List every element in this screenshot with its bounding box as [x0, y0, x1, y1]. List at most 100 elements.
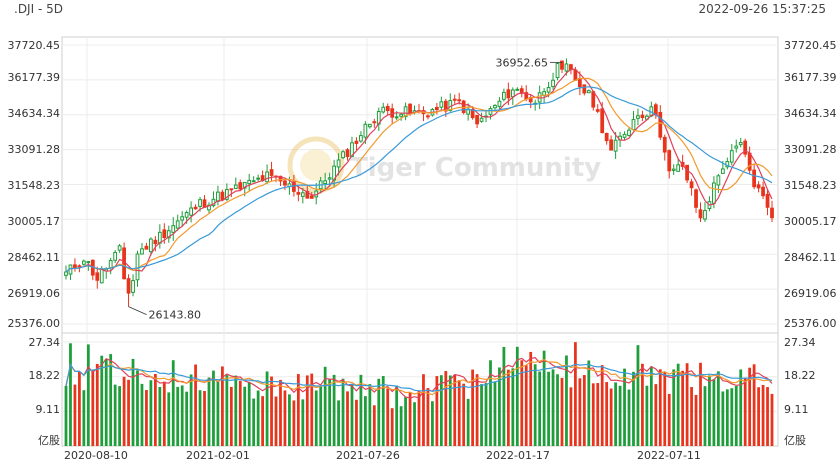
candle	[756, 181, 761, 193]
candle-body	[193, 206, 198, 210]
candle-body	[140, 248, 144, 255]
volume-bar	[649, 366, 653, 446]
candle	[502, 88, 506, 102]
candle-body	[729, 150, 734, 163]
candle-body	[756, 184, 761, 189]
candle-body	[122, 247, 126, 280]
volume-tick-right: 9.11	[784, 403, 809, 416]
candle-body	[233, 184, 238, 189]
volume-bar	[69, 343, 72, 446]
candle	[336, 153, 341, 176]
candle	[689, 178, 694, 196]
volume-bar	[641, 363, 644, 446]
candle	[73, 258, 77, 272]
price-tick-right: 31548.23	[784, 179, 837, 192]
ma-line-short	[65, 68, 773, 273]
volume-tick-right: 27.34	[784, 336, 816, 349]
candle-body	[99, 268, 104, 284]
candle-body	[515, 88, 520, 91]
price-tick-left: 26919.06	[7, 287, 61, 300]
volume-bar	[511, 368, 515, 446]
volume-bar	[721, 391, 725, 446]
candle	[761, 181, 765, 199]
volume-bar	[180, 385, 184, 446]
candle	[220, 189, 225, 201]
candle	[586, 89, 591, 94]
candle	[207, 202, 211, 213]
candle	[126, 274, 131, 307]
candle-body	[149, 238, 153, 253]
candle	[497, 97, 502, 110]
volume-bar	[538, 371, 542, 446]
volume-bar	[194, 364, 197, 446]
symbol-label: .DJI - 5D	[14, 2, 63, 16]
volume-bar	[743, 378, 747, 446]
volume-bar	[426, 388, 430, 446]
timestamp-label: 2022-09-26 15:37:25	[698, 2, 826, 16]
candle-body	[242, 181, 247, 189]
price-tick-right: 36177.39	[784, 71, 837, 84]
candle	[604, 132, 609, 145]
volume-bar	[658, 369, 662, 446]
candle	[555, 62, 560, 81]
volume-bar	[730, 388, 734, 446]
candle	[725, 157, 730, 170]
candle	[636, 108, 640, 126]
candle-body	[716, 175, 721, 186]
volume-bar	[716, 371, 720, 446]
candle-body	[636, 115, 640, 119]
volume-bar	[502, 346, 506, 446]
volume-bar	[739, 369, 743, 446]
candle-body	[698, 209, 703, 219]
volume-bar	[685, 363, 689, 446]
volume-bar	[399, 406, 403, 446]
candle	[676, 158, 681, 172]
volume-tick-left: 27.34	[28, 336, 61, 349]
candle	[421, 106, 426, 122]
candle-body	[385, 106, 390, 112]
candle-body	[604, 132, 609, 142]
volume-bar	[216, 380, 220, 446]
volume-bar	[431, 401, 434, 446]
candle	[479, 112, 484, 123]
candle	[140, 242, 144, 255]
volume-bar	[346, 391, 349, 446]
candle	[640, 110, 645, 122]
candle	[117, 243, 122, 253]
candle-body	[631, 119, 636, 131]
volume-tick-left: 9.11	[35, 403, 61, 416]
candle-body	[627, 129, 631, 136]
candle-body	[408, 103, 412, 114]
candle-body	[202, 199, 207, 208]
candle	[323, 172, 328, 191]
price-tick-right: 34634.34	[784, 107, 837, 120]
candle-body	[381, 106, 386, 113]
price-tick-left: 28462.11	[7, 251, 61, 264]
candle-body	[743, 140, 748, 155]
candle	[426, 114, 430, 120]
volume-bar	[556, 374, 559, 446]
candle	[144, 242, 149, 250]
candle-body	[555, 62, 560, 79]
volume-bar	[162, 381, 166, 446]
volume-bar	[350, 384, 354, 446]
volume-bar	[609, 388, 613, 446]
volume-bar	[265, 371, 269, 446]
volume-bar	[207, 377, 211, 446]
candle	[64, 265, 68, 280]
candle-body	[135, 253, 140, 281]
volume-bar	[256, 390, 260, 446]
volume-bar	[404, 396, 407, 446]
volume-bar	[332, 374, 336, 446]
candle-body	[720, 168, 725, 174]
volume-bar	[140, 383, 144, 446]
volume-bar	[569, 387, 573, 446]
candle-body	[336, 159, 341, 168]
volume-bar	[305, 375, 309, 446]
volume-bar	[288, 394, 291, 446]
candle-body	[354, 140, 359, 144]
candle	[327, 172, 332, 186]
candle-body	[372, 121, 377, 124]
volume-bar	[489, 360, 492, 446]
